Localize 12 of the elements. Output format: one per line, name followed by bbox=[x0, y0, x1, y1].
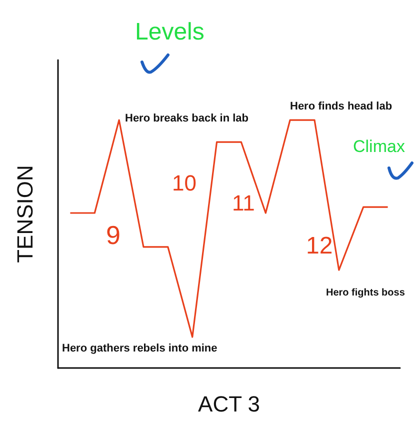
annotation: Climax bbox=[353, 137, 406, 156]
annotation: 12 bbox=[306, 232, 333, 260]
y-axis-title: TENSION bbox=[12, 165, 38, 263]
text: Hero finds head lab bbox=[290, 100, 392, 112]
annotation: Hero fights boss bbox=[326, 288, 406, 298]
text: Levels bbox=[135, 18, 204, 46]
annotation: Hero gathers rebels into mine bbox=[62, 342, 218, 354]
annotation: 10 bbox=[172, 170, 196, 196]
annotation: Hero breaks back in lab bbox=[125, 112, 249, 124]
x-axis-title: ACT 3 bbox=[198, 392, 260, 416]
annotation: 11 bbox=[232, 190, 255, 216]
annotation: 9 bbox=[106, 220, 120, 250]
